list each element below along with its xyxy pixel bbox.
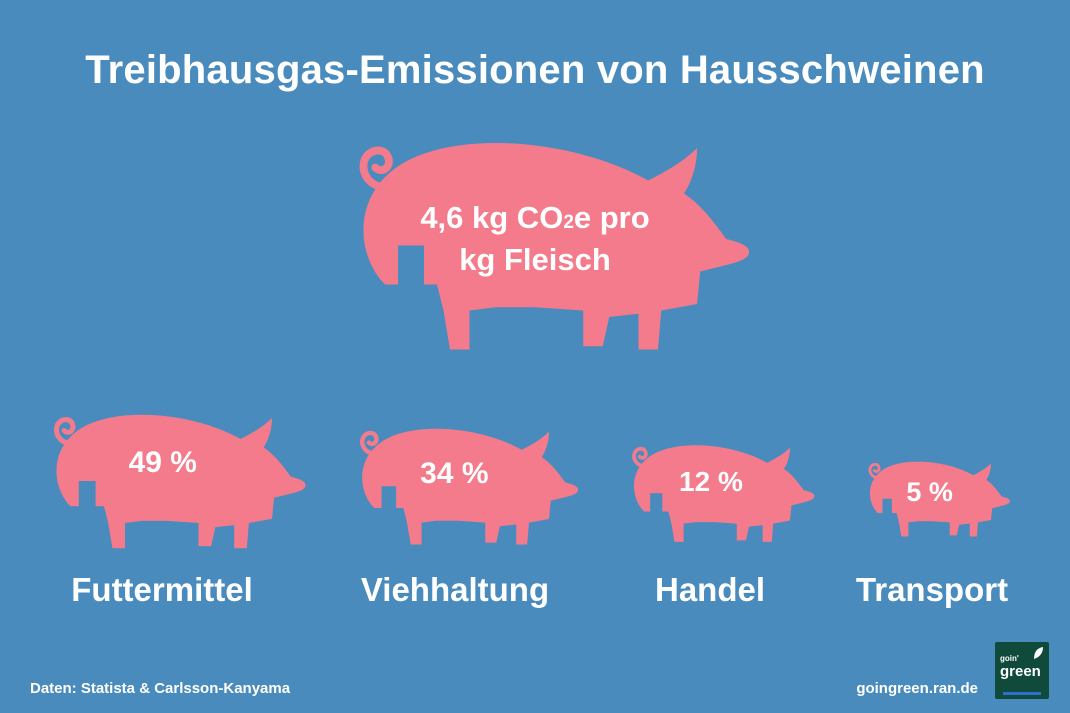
pig-futtermittel <box>56 415 305 548</box>
logo-small-text: goin' <box>1000 654 1019 663</box>
pig-layer: 4,6 kg CO2e pro kg Fleisch 49 % Futtermitte… <box>56 143 1012 608</box>
total-label-line1: 4,6 kg CO2e pro <box>420 200 649 235</box>
source-note: Daten: Statista & Carlsson-Kanyama <box>30 680 291 697</box>
category-label-viehhaltung: Viehhaltung <box>361 571 549 608</box>
value-label-viehhaltung: 34 % <box>420 457 488 490</box>
page-title: Treibhausgas-Emissionen von Hausschweine… <box>85 48 985 92</box>
value-label-handel: 12 % <box>679 466 743 497</box>
leaf-icon <box>1034 647 1043 659</box>
value-label-transport: 5 % <box>906 477 953 507</box>
website-link[interactable]: goingreen.ran.de <box>856 680 978 697</box>
value-label-futtermittel: 49 % <box>129 446 197 479</box>
category-label-futtermittel: Futtermittel <box>71 571 253 608</box>
category-label-handel: Handel <box>655 571 765 608</box>
logo-big-text: green <box>1000 663 1041 680</box>
category-label-transport: Transport <box>856 571 1008 608</box>
logo-tag <box>1003 692 1041 695</box>
goingreen-logo: goin' green <box>995 642 1049 699</box>
total-label-line2: kg Fleisch <box>459 242 611 277</box>
